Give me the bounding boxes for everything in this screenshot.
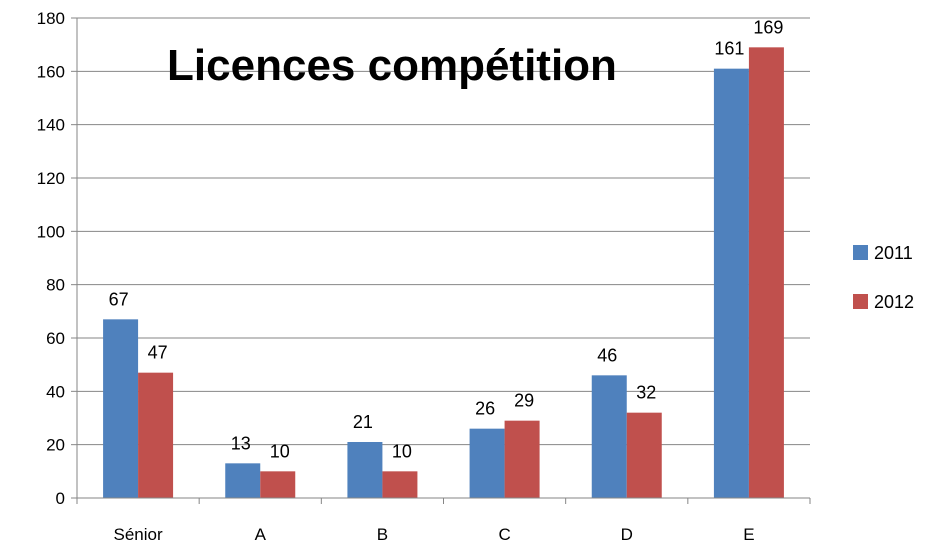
data-label: 13 [231,433,251,453]
legend-swatch-2011 [853,245,868,260]
x-tick-label: A [255,525,267,544]
y-tick-label: 140 [37,116,65,135]
bar-2012-C [504,420,540,498]
data-label: 46 [597,345,617,365]
data-label: 161 [714,39,744,59]
x-tick-label: E [743,525,754,544]
bar-2011-Sénior [103,319,139,498]
legend-swatch-2012 [853,294,868,309]
y-tick-label: 120 [37,169,65,188]
y-tick-label: 180 [37,9,65,28]
x-tick-label: C [498,525,510,544]
legend-label-2011: 2011 [874,243,913,263]
data-label: 67 [109,289,129,309]
data-labels: 67 47 13 10 21 10 26 29 46 32 161 169 [109,17,784,461]
x-tick-label: B [377,525,388,544]
data-label: 10 [270,441,290,461]
x-tick-label: D [621,525,633,544]
x-tick-label: Sénior [114,525,163,544]
bar-2011-D [591,375,627,498]
y-tick-label: 60 [46,329,65,348]
bar-2011-E [713,68,749,499]
bar-2011-C [469,428,505,498]
chart-title: Licences compétition [167,41,617,90]
y-tick-label: 20 [46,436,65,455]
y-tick-label: 160 [37,62,65,81]
y-tick-label: 40 [46,382,65,401]
legend-label-2012: 2012 [874,292,914,312]
bar-2012-B [382,471,418,498]
gridlines [77,17,810,446]
bar-2012-E [748,47,784,498]
legend: 2011 2012 [853,243,914,312]
y-tick-label: 100 [37,222,65,241]
data-label: 32 [636,383,656,403]
bar-2012-A [260,471,296,498]
y-tick-label: 0 [56,489,65,508]
bar-2012-D [626,412,662,498]
bar-2011-A [225,463,261,498]
axes: 0 20 40 60 80 100 120 140 160 180 Sénior A B C D E [37,9,811,544]
bar-2011-B [347,442,383,498]
data-label: 26 [475,399,495,419]
data-label: 29 [514,391,534,411]
y-tick-label: 80 [46,276,65,295]
data-label: 169 [753,17,783,37]
bar-2012-Sénior [138,372,174,498]
bars [103,47,784,499]
data-label: 47 [148,343,168,363]
data-label: 21 [353,412,373,432]
data-label: 10 [392,441,412,461]
